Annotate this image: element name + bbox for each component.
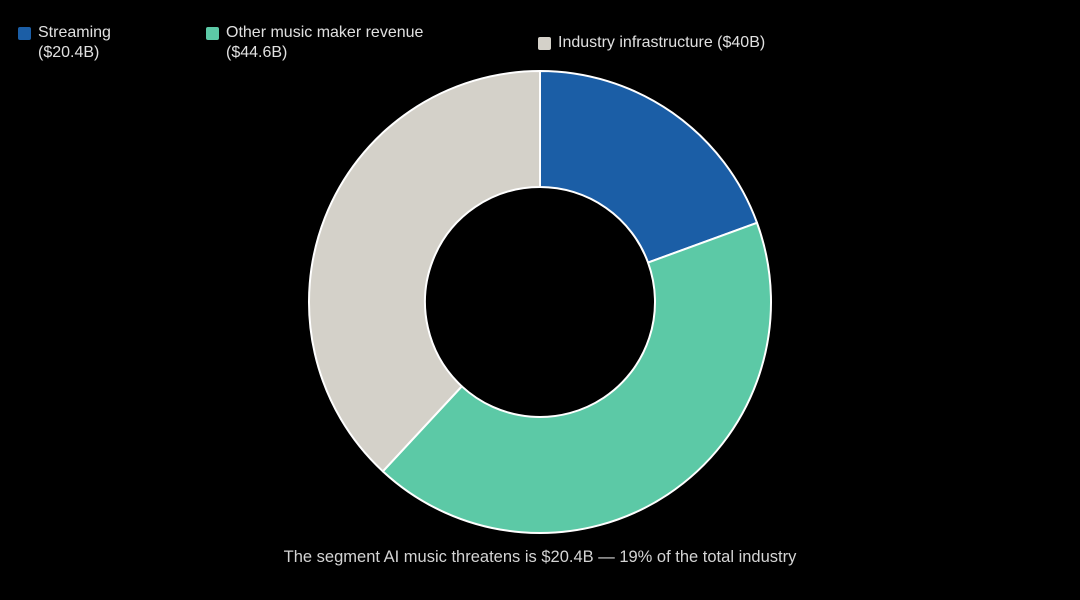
- chart-caption: The segment AI music threatens is $20.4B…: [283, 548, 797, 566]
- legend-label-streaming: Streaming ($20.4B): [38, 24, 111, 61]
- legend-item-other-music-maker-revenue[interactable]: Other music maker revenue ($44.6B): [206, 23, 423, 63]
- legend-item-streaming[interactable]: Streaming ($20.4B): [18, 23, 111, 63]
- slice-industry-infrastructure[interactable]: [308, 70, 541, 473]
- legend-label-industry-infrastructure: Industry infrastructure ($40B): [558, 34, 766, 51]
- legend-item-industry-infrastructure[interactable]: Industry infrastructure ($40B): [538, 33, 765, 53]
- legend-label-other-music-maker-revenue: Other music maker revenue ($44.6B): [226, 24, 424, 61]
- legend-swatch-other-music-maker-revenue: [206, 27, 219, 40]
- slice-other-music-maker-revenue[interactable]: [381, 221, 772, 534]
- slice-streaming[interactable]: [539, 70, 758, 264]
- legend-swatch-industry-infrastructure: [538, 37, 551, 50]
- legend-swatch-streaming: [18, 27, 31, 40]
